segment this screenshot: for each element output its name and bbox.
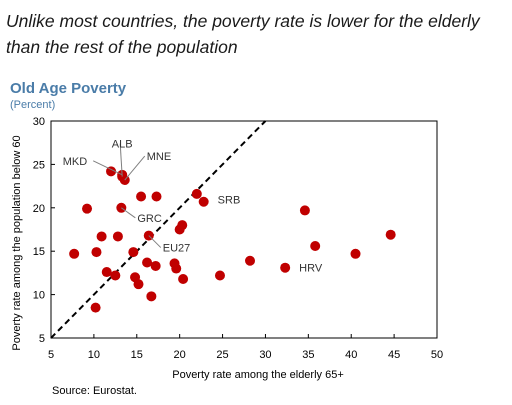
data-point [106,166,117,177]
data-point [101,267,112,278]
data-point [280,262,291,273]
data-point [90,302,101,313]
data-point [69,248,80,259]
annotation-leader [119,143,123,177]
x-axis-label: Poverty rate among the elderly 65+ [172,369,344,381]
annotation-label: HRV [299,263,323,275]
data-point [385,229,396,240]
y-tick-label: 5 [39,333,45,345]
chart-title: Old Age Poverty [10,80,127,97]
x-tick-label: 50 [431,349,443,361]
annotation-label: ALB [112,139,133,151]
y-tick-label: 30 [33,116,45,128]
data-points [69,166,396,313]
data-point [112,231,123,242]
data-point [178,273,189,284]
x-tick-label: 45 [388,349,400,361]
data-point [151,191,162,202]
data-point [136,191,147,202]
chart-subtitle: (Percent) [10,99,55,111]
data-point [133,279,144,290]
annotation-label: GRC [137,213,162,225]
reference-line-layer [50,120,267,339]
y-tick-label: 10 [33,290,45,302]
data-point [128,247,139,258]
data-point [299,205,310,216]
data-point [245,255,256,266]
annotation-leader [92,160,123,176]
data-point [142,257,153,268]
x-tick-label: 10 [88,349,100,361]
x-tick-label: 20 [174,349,186,361]
data-point [350,248,361,259]
source-note: Source: Eurostat. [52,385,137,397]
data-point [177,220,188,231]
y-axis-label: Poverty rate among the population below … [11,135,23,350]
annotation-leader [124,155,146,181]
annotation-label: SRB [218,195,241,207]
data-point [198,196,209,207]
chart-headline: Unlike most countries, the poverty rate … [6,11,480,57]
data-point [96,231,107,242]
y-tick-label: 25 [33,159,45,171]
axes: 5 10 15 20 25 30 35 40 45 50 5 10 15 20 25 30 [33,116,443,361]
x-tick-label: 30 [259,349,271,361]
data-point [82,203,93,214]
x-tick-label: 35 [302,349,314,361]
data-point [146,291,157,302]
data-point [150,260,161,271]
data-point [91,247,102,258]
x-tick-label: 25 [216,349,228,361]
x-tick-label: 40 [345,349,357,361]
y-tick-label: 15 [33,246,45,258]
x-tick-label: 15 [131,349,143,361]
annotation-label: MNE [147,151,171,163]
data-point [110,270,121,281]
annotation-label: MKD [63,156,88,168]
data-point [171,263,182,274]
x-tick-label: 5 [48,349,54,361]
plot-frame [50,120,438,339]
data-point [214,270,225,281]
annotations: ALB MNE MKD GRC SRB EU27 HRV [63,139,323,275]
reference-line-45deg [50,120,267,339]
data-point [191,188,202,199]
annotation-leader [148,235,162,248]
y-tick-label: 20 [33,203,45,215]
annotation-label: EU27 [163,243,191,255]
annotation-leader [121,207,136,219]
data-point [310,240,321,251]
